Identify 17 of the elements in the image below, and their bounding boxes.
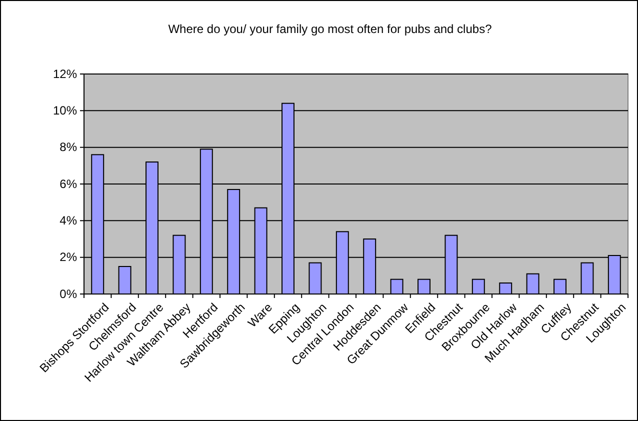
bar (554, 278, 566, 294)
y-tick-label: 12% (52, 66, 78, 81)
bar (308, 262, 322, 294)
bar (580, 262, 594, 294)
y-tick-label: 6% (60, 176, 78, 191)
y-tick-label: 10% (52, 104, 78, 118)
bar (390, 278, 404, 294)
y-tick-label: 2% (60, 250, 78, 264)
y-tick-label: 8% (60, 140, 78, 154)
bar (499, 282, 512, 294)
bar (418, 278, 430, 294)
bar (472, 278, 485, 294)
y-tick-label: 4% (60, 214, 78, 228)
y-tick-label: 0% (60, 286, 78, 301)
chart-title: Where do you/ your family go most often for pubs and clubs? (168, 22, 492, 36)
bar (526, 273, 540, 294)
bar (118, 266, 132, 294)
